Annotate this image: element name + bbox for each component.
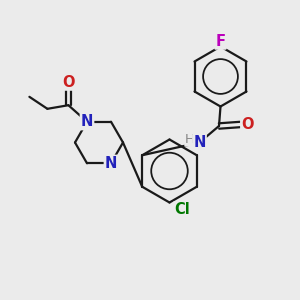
- Text: N: N: [193, 135, 206, 150]
- Text: F: F: [215, 34, 226, 49]
- Text: Cl: Cl: [174, 202, 190, 217]
- Text: N: N: [105, 156, 117, 171]
- Text: O: O: [62, 75, 75, 90]
- Text: O: O: [241, 117, 254, 132]
- Text: H: H: [185, 133, 195, 146]
- Text: N: N: [81, 114, 93, 129]
